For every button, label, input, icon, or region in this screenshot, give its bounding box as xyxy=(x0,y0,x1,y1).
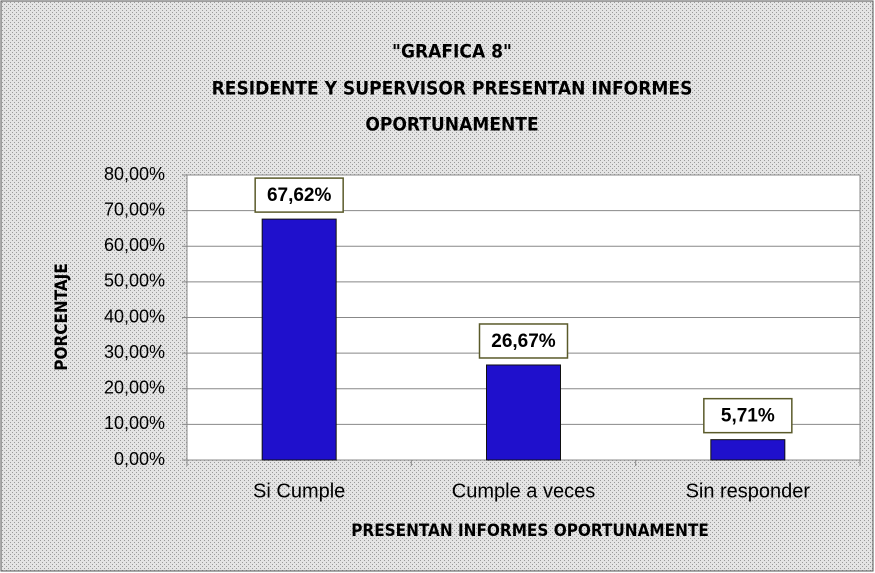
y-tick-label: 40,00% xyxy=(104,306,165,326)
data-label-box xyxy=(703,397,793,434)
chart-title: RESIDENTE Y SUPERVISOR PRESENTAN INFORME… xyxy=(212,78,693,100)
y-tick-label: 20,00% xyxy=(104,378,165,398)
data-label: 67,62% xyxy=(267,185,332,206)
y-tick-label: 0,00% xyxy=(114,449,165,469)
chart-title: OPORTUNAMENTE xyxy=(365,114,538,136)
x-tick-label: Si Cumple xyxy=(253,480,345,502)
chart-title: "GRAFICA 8" xyxy=(392,41,512,63)
data-label-box xyxy=(478,323,569,359)
data-label: 5,71% xyxy=(721,406,775,427)
bar xyxy=(710,439,786,461)
y-tick-label: 10,00% xyxy=(104,413,165,433)
x-tick-label: Cumple a veces xyxy=(452,480,595,502)
y-axis-title: PORCENTAJE xyxy=(52,263,72,371)
y-tick-label: 80,00% xyxy=(104,164,165,184)
data-label-box xyxy=(254,177,344,213)
y-tick-label: 30,00% xyxy=(104,342,165,362)
bar xyxy=(261,218,337,461)
bar xyxy=(486,364,561,461)
x-tick-label: Sin responder xyxy=(686,480,811,502)
y-tick-label: 60,00% xyxy=(104,235,165,255)
y-tick-label: 50,00% xyxy=(104,271,165,291)
x-axis-title: PRESENTAN INFORMES OPORTUNAMENTE xyxy=(351,521,709,541)
data-label: 26,67% xyxy=(491,331,556,352)
y-tick-label: 70,00% xyxy=(104,199,165,219)
